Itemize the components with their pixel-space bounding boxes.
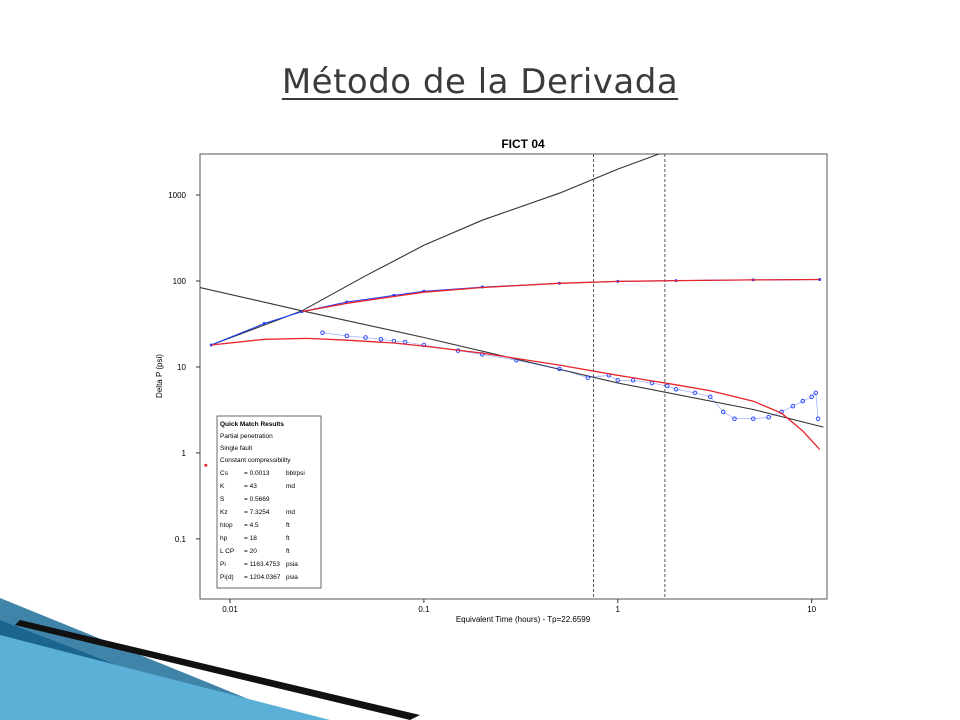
chart-title: FICT 04 xyxy=(501,137,545,151)
x-tick-label: 1 xyxy=(616,605,621,614)
vertical-markers xyxy=(593,154,666,599)
legend-param-value: = 0.5669 xyxy=(244,496,270,503)
y-tick-label: 100 xyxy=(173,277,187,286)
legend-param-name: htop xyxy=(220,522,233,529)
legend-param-name: Kz xyxy=(220,509,228,516)
legend-line: Partial penetration xyxy=(220,433,273,440)
legend-param-name: Pi(d) xyxy=(220,574,234,581)
x-axis: 0.01 0.1 1 10 xyxy=(222,599,817,614)
data-point xyxy=(204,463,208,467)
derivative-point xyxy=(692,390,698,396)
legend-param-name: Pi xyxy=(220,561,226,568)
legend-param-unit: bbl/psi xyxy=(286,470,305,477)
legend-param-name: Cs xyxy=(220,470,229,477)
legend-param-unit: md xyxy=(286,509,295,516)
derivative-point xyxy=(721,409,726,415)
legend-param-unit: ft xyxy=(286,522,290,529)
derivative-trace xyxy=(322,332,819,419)
legend-param-value: = 18 xyxy=(244,535,257,542)
series-line xyxy=(301,278,820,313)
derivative-point xyxy=(708,394,713,400)
legend-param-unit: ft xyxy=(286,535,290,542)
legend-param-value: = 43 xyxy=(244,483,257,490)
legend-param-unit: psia xyxy=(286,561,298,568)
legend-line: Constant compressibility xyxy=(220,457,291,464)
legend-param-value: = 20 xyxy=(244,548,257,555)
corner-decoration xyxy=(0,598,420,720)
slide-title: Método de la Derivada xyxy=(281,62,679,102)
y-axis-label: Delta P (psi) xyxy=(155,354,164,398)
y-tick-label: 10 xyxy=(177,363,186,372)
x-tick-label: 0.01 xyxy=(222,605,238,614)
derivative-point xyxy=(673,387,679,392)
legend-param-value: = 1204.0367 xyxy=(244,574,281,581)
derivative-point xyxy=(557,366,562,372)
legend-param-name: hp xyxy=(220,535,228,542)
legend-frame xyxy=(216,415,322,589)
derivative-point xyxy=(800,398,806,404)
derivative-point xyxy=(790,403,796,409)
derivative-chart: FICT 04 0.01 0.1 1 10 0.1 1 10 100 1000 Equival… xyxy=(155,137,828,624)
derivative-point xyxy=(809,394,814,400)
legend-line: Single fault xyxy=(220,445,252,452)
y-tick-label: 1000 xyxy=(168,191,186,200)
legend-param-name: S xyxy=(220,496,225,503)
derivative-point xyxy=(665,383,670,389)
series-line xyxy=(211,154,660,346)
legend-param-value: = 7.3254 xyxy=(244,509,270,516)
y-tick-label: 1 xyxy=(182,449,187,458)
x-tick-label: 10 xyxy=(807,605,816,614)
legend-param-unit: ft xyxy=(286,548,290,555)
legend-param-unit: psia xyxy=(286,574,298,581)
legend-param-name: K xyxy=(220,483,225,490)
legend-title: Quick Match Results xyxy=(220,421,284,428)
series-line xyxy=(200,286,824,428)
legend-box: Quick Match Results Partial penetration … xyxy=(216,415,322,589)
x-tick-label: 0.1 xyxy=(418,605,430,614)
series-line xyxy=(211,337,821,450)
series-layer xyxy=(200,154,824,467)
y-tick-label: 0.1 xyxy=(175,535,187,544)
y-axis: 0.1 1 10 100 1000 xyxy=(168,191,200,544)
x-axis-label: Equivalent Time (hours) - Tp=22.6599 xyxy=(456,615,591,624)
legend-param-name: L CP xyxy=(220,548,234,555)
legend-param-value: = 0.0013 xyxy=(244,470,270,477)
legend-param-value: = 1163.4753 xyxy=(244,561,280,568)
corner-stripe-light-blue xyxy=(0,635,330,720)
legend-param-value: = 4.5 xyxy=(244,522,259,529)
legend-param-unit: md xyxy=(286,483,295,490)
corner-stripe-black xyxy=(15,620,420,720)
